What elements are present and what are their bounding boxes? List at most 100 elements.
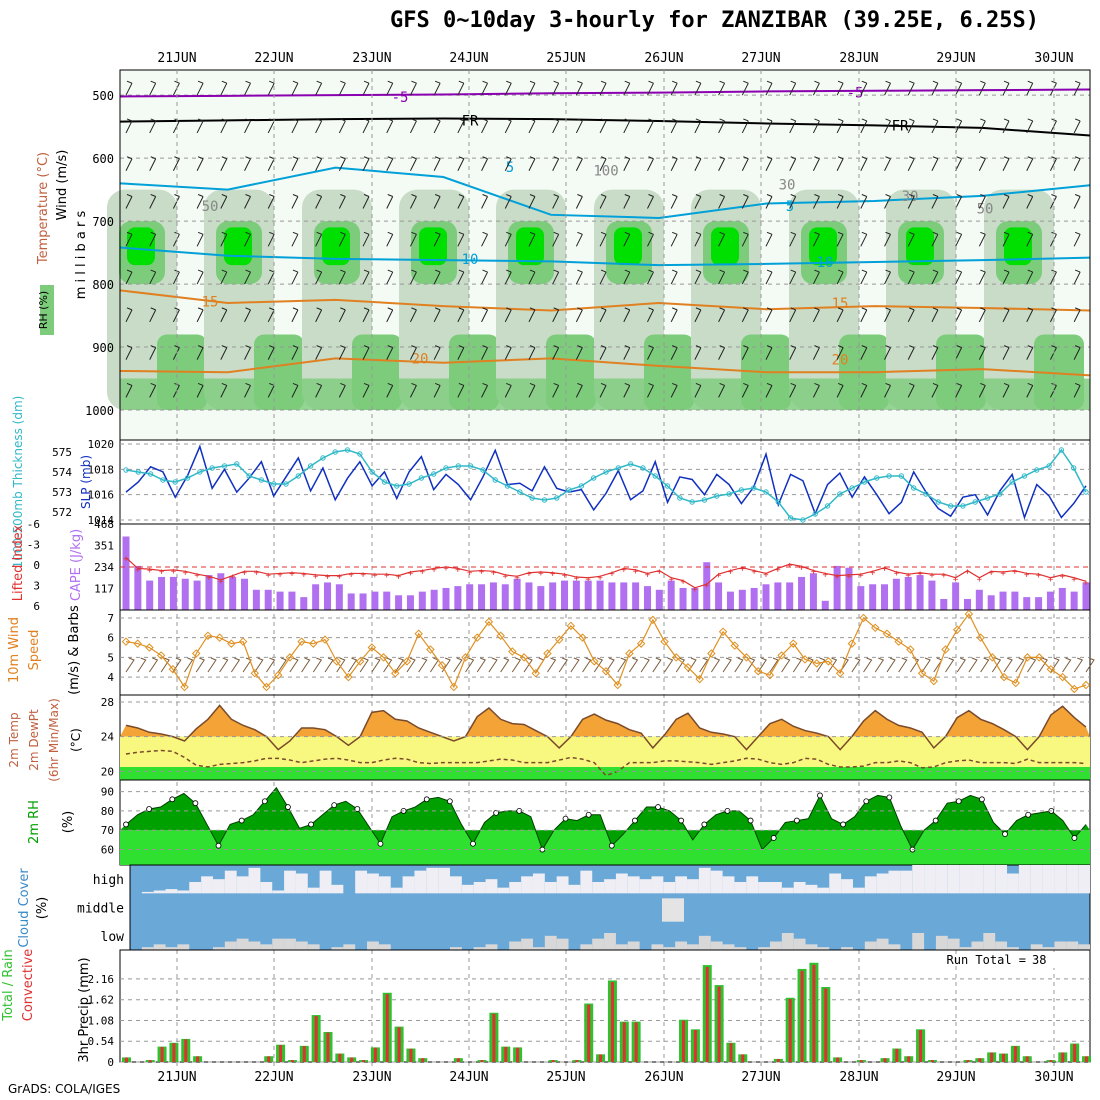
wind-barb bbox=[617, 657, 627, 673]
wind-barb bbox=[955, 118, 963, 134]
wind-barb bbox=[149, 269, 157, 285]
wind-point bbox=[742, 653, 751, 662]
wind-barb bbox=[694, 231, 702, 247]
wind-barb bbox=[931, 307, 939, 323]
precip-convective-bar bbox=[966, 1060, 970, 1062]
cloud-low-bar bbox=[272, 938, 285, 950]
axis-label-precip: 3hr Precip (mm) bbox=[77, 957, 92, 1062]
wind-barb bbox=[220, 382, 228, 398]
wind-point bbox=[941, 645, 950, 654]
precip-convective-bar bbox=[196, 1056, 200, 1062]
li-marker: + bbox=[337, 573, 343, 583]
cape-bar bbox=[999, 591, 1007, 610]
wind-point bbox=[824, 657, 833, 666]
li-marker: + bbox=[728, 568, 734, 578]
precip-convective-bar bbox=[516, 1047, 520, 1062]
side-label-temperature: Temperature (°C) bbox=[36, 152, 51, 265]
cloud-low-bar bbox=[1030, 944, 1043, 950]
wind-barb bbox=[605, 657, 615, 673]
wind-barb bbox=[409, 307, 417, 323]
wind-barb bbox=[315, 382, 323, 398]
wind-barb bbox=[980, 657, 990, 673]
wind-barb bbox=[1073, 382, 1081, 398]
wind-barb bbox=[338, 194, 346, 209]
wind-barb bbox=[884, 118, 891, 134]
wind-barb bbox=[886, 657, 896, 673]
wind-barb bbox=[149, 231, 157, 247]
cloud-low-bar bbox=[651, 944, 664, 950]
wind-point bbox=[871, 623, 880, 633]
wind-barb bbox=[812, 118, 820, 134]
li-tick-label: 0 bbox=[33, 559, 40, 572]
cloud-low-bar bbox=[473, 947, 486, 950]
cape-bar bbox=[691, 587, 699, 610]
wind-barb bbox=[149, 194, 157, 209]
rh-region bbox=[1004, 227, 1032, 266]
wind-barb bbox=[978, 156, 986, 171]
wind-point bbox=[672, 653, 681, 662]
wind-point bbox=[988, 653, 997, 662]
series-line bbox=[125, 448, 1087, 521]
cloud-high-bar bbox=[1018, 865, 1031, 894]
wind-barb bbox=[1049, 80, 1057, 96]
wind-barb bbox=[623, 231, 631, 247]
contour-label: 30 bbox=[779, 178, 796, 194]
wind-barb bbox=[670, 231, 678, 247]
wind-barb bbox=[955, 269, 963, 285]
rh-point bbox=[377, 840, 384, 847]
wind-barb bbox=[125, 382, 133, 398]
cape-bar bbox=[241, 578, 249, 610]
wind-barb bbox=[1073, 269, 1081, 285]
wind-point bbox=[320, 635, 330, 644]
wind-barb bbox=[718, 382, 726, 398]
wind-point bbox=[1023, 653, 1032, 662]
wind-barb bbox=[504, 307, 512, 323]
wind-barb bbox=[481, 80, 489, 96]
contour-label: 10 bbox=[462, 252, 479, 268]
wind-barb bbox=[863, 657, 873, 673]
cloud-high-bar bbox=[295, 873, 308, 894]
li-marker: + bbox=[787, 561, 793, 571]
wind-barb bbox=[931, 231, 939, 247]
li-marker: + bbox=[431, 565, 437, 575]
precip-convective-bar bbox=[1073, 1043, 1077, 1062]
data-point bbox=[861, 479, 868, 485]
wind-barb bbox=[244, 118, 251, 134]
cloud-high-bar bbox=[532, 873, 545, 894]
axis-label-slp: SLP (mb) bbox=[79, 455, 93, 509]
rh-point bbox=[238, 817, 245, 824]
li-marker: + bbox=[965, 568, 971, 578]
wind-barb bbox=[418, 657, 428, 673]
wind-point bbox=[730, 641, 740, 650]
wind-barb bbox=[718, 269, 726, 285]
cape-bar bbox=[584, 580, 592, 610]
li-marker: + bbox=[372, 571, 378, 581]
wind-barb bbox=[172, 194, 180, 209]
data-point bbox=[467, 463, 474, 469]
axis-label-thickness: 1000-500mb Thickness (dm) bbox=[11, 396, 25, 569]
wind-barb bbox=[1003, 657, 1013, 673]
date-label-bottom: 29JUN bbox=[936, 1070, 975, 1085]
cloud-low-bar bbox=[212, 947, 225, 950]
cloud-low-bar bbox=[284, 938, 296, 950]
wind-barb bbox=[694, 382, 702, 398]
data-point bbox=[184, 475, 191, 481]
wind-barb bbox=[575, 194, 583, 209]
wind-barb bbox=[242, 657, 252, 673]
wind-barb bbox=[291, 118, 299, 134]
cloud-high-bar bbox=[852, 887, 865, 894]
wind-barb bbox=[481, 382, 489, 398]
wind-barb bbox=[1002, 231, 1010, 247]
cloud-low-bar bbox=[331, 947, 344, 950]
rh-point bbox=[146, 806, 153, 812]
cloud-high-bar bbox=[402, 876, 415, 894]
rh-point bbox=[215, 842, 222, 849]
cape-bar bbox=[987, 595, 995, 610]
wind-barb bbox=[244, 345, 251, 360]
isotherm-line bbox=[119, 166, 1091, 219]
wind-point bbox=[273, 670, 283, 680]
cloud-high-bar bbox=[805, 884, 818, 894]
wind-barb bbox=[125, 657, 135, 673]
precip-convective-bar bbox=[1013, 1046, 1017, 1062]
data-point bbox=[529, 495, 535, 501]
